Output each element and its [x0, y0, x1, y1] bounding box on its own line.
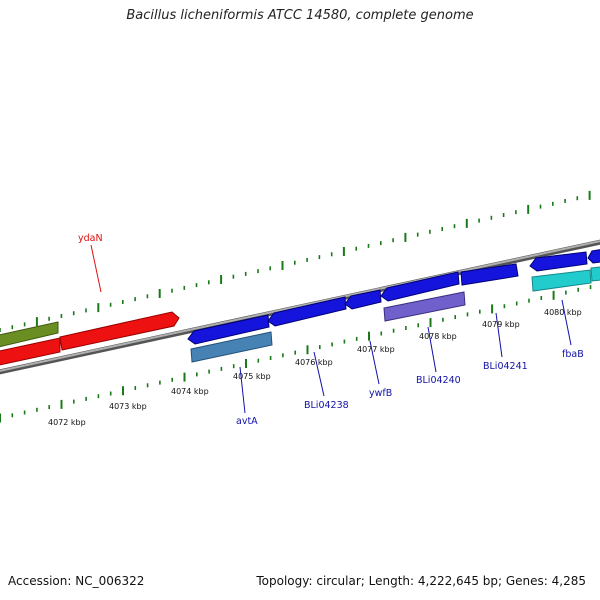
gene-blue-4[interactable] — [380, 271, 460, 302]
tick-label-4076: 4076 kbp — [295, 358, 333, 367]
gene-label-avtA[interactable]: avtA — [236, 416, 258, 427]
gene-label-ywfB[interactable]: ywfB — [369, 388, 392, 399]
leader-BLi04240 — [427, 326, 437, 373]
gene-blue-1[interactable] — [187, 314, 270, 345]
forward-genes — [0, 311, 180, 367]
tick-label-4077: 4077 kbp — [357, 345, 395, 354]
gene-red-left[interactable] — [0, 337, 61, 367]
accession-text: Accession: NC_006322 — [8, 574, 145, 588]
gene-blue-5[interactable] — [460, 263, 519, 286]
tick-label-4079: 4079 kbp — [482, 320, 520, 329]
upper-tick-track — [0, 190, 591, 332]
leader-ydaN — [90, 244, 102, 293]
gene-label-fbaB[interactable]: fbaB — [562, 349, 584, 360]
gene-blue-3[interactable] — [344, 289, 382, 310]
gene-label-BLi04241[interactable]: BLi04241 — [483, 361, 528, 372]
gene-blue-2[interactable] — [267, 296, 347, 327]
leader-fbaB — [561, 299, 572, 346]
tick-label-4072: 4072 kbp — [48, 418, 86, 427]
genome-summary-text: Topology: circular; Length: 4,222,645 bp… — [256, 574, 586, 588]
gene-blue-7[interactable] — [587, 248, 600, 264]
gene-ydaN[interactable] — [59, 311, 180, 351]
leader-BLi04241 — [495, 312, 503, 358]
gene-BLi04240[interactable] — [383, 291, 466, 322]
gene-cyan-right[interactable] — [590, 266, 600, 282]
gene-label-BLi04238[interactable]: BLi04238 — [304, 400, 349, 411]
map-title: Bacillus licheniformis ATCC 14580, compl… — [126, 8, 474, 23]
gene-labels: ydaN avtA BLi04238 ywfB BLi04240 BLi0424… — [78, 233, 584, 427]
gene-leader-lines — [90, 244, 572, 414]
leader-ywfB — [369, 340, 380, 385]
leader-avtA — [239, 366, 246, 414]
gene-fbaB[interactable] — [531, 269, 592, 292]
genome-backbone-highlight — [0, 240, 600, 372]
reverse-genes — [187, 248, 600, 363]
tick-label-4073: 4073 kbp — [109, 402, 147, 411]
gene-avtA[interactable] — [190, 331, 273, 363]
tick-label-4074: 4074 kbp — [171, 387, 209, 396]
gene-olive-forward[interactable] — [0, 321, 59, 349]
tick-label-4075: 4075 kbp — [233, 372, 271, 381]
tick-labels: 4072 kbp 4073 kbp 4074 kbp 4075 kbp 4076… — [48, 308, 582, 427]
leader-BLi04238 — [313, 351, 325, 397]
tick-label-4080: 4080 kbp — [544, 308, 582, 317]
gene-label-ydaN[interactable]: ydaN — [78, 233, 103, 244]
lower-tick-track — [0, 285, 592, 423]
gene-blue-6[interactable] — [529, 251, 588, 272]
gene-label-BLi04240[interactable]: BLi04240 — [416, 375, 461, 386]
tick-label-4078: 4078 kbp — [419, 332, 457, 341]
